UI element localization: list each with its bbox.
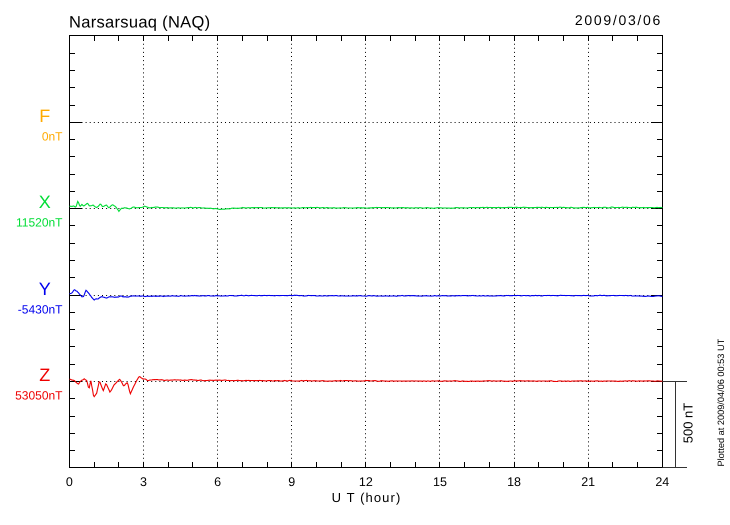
svg-text:3: 3 <box>140 475 147 489</box>
svg-text:18: 18 <box>507 475 521 489</box>
svg-text:U T (hour): U T (hour) <box>332 490 402 505</box>
svg-text:9: 9 <box>288 475 295 489</box>
svg-text:Plotted at 2009/04/06 00:53 UT: Plotted at 2009/04/06 00:53 UT <box>716 338 726 466</box>
svg-text:X: X <box>39 192 51 212</box>
svg-text:500 nT: 500 nT <box>681 403 696 444</box>
svg-text:Y: Y <box>39 279 51 299</box>
svg-text:53050nT: 53050nT <box>15 389 63 403</box>
svg-text:F: F <box>39 106 50 126</box>
svg-text:2009/03/06: 2009/03/06 <box>575 12 662 28</box>
svg-text:Z: Z <box>39 365 50 385</box>
svg-text:0: 0 <box>66 475 73 489</box>
svg-text:Narsarsuaq (NAQ): Narsarsuaq (NAQ) <box>69 13 210 31</box>
svg-text:12: 12 <box>359 475 373 489</box>
svg-text:0nT: 0nT <box>42 130 63 144</box>
svg-text:21: 21 <box>581 475 595 489</box>
svg-text:11520nT: 11520nT <box>16 216 63 230</box>
svg-text:15: 15 <box>433 475 447 489</box>
svg-text:6: 6 <box>214 475 221 489</box>
svg-text:24: 24 <box>655 475 669 489</box>
svg-text:-5430nT: -5430nT <box>18 303 63 317</box>
